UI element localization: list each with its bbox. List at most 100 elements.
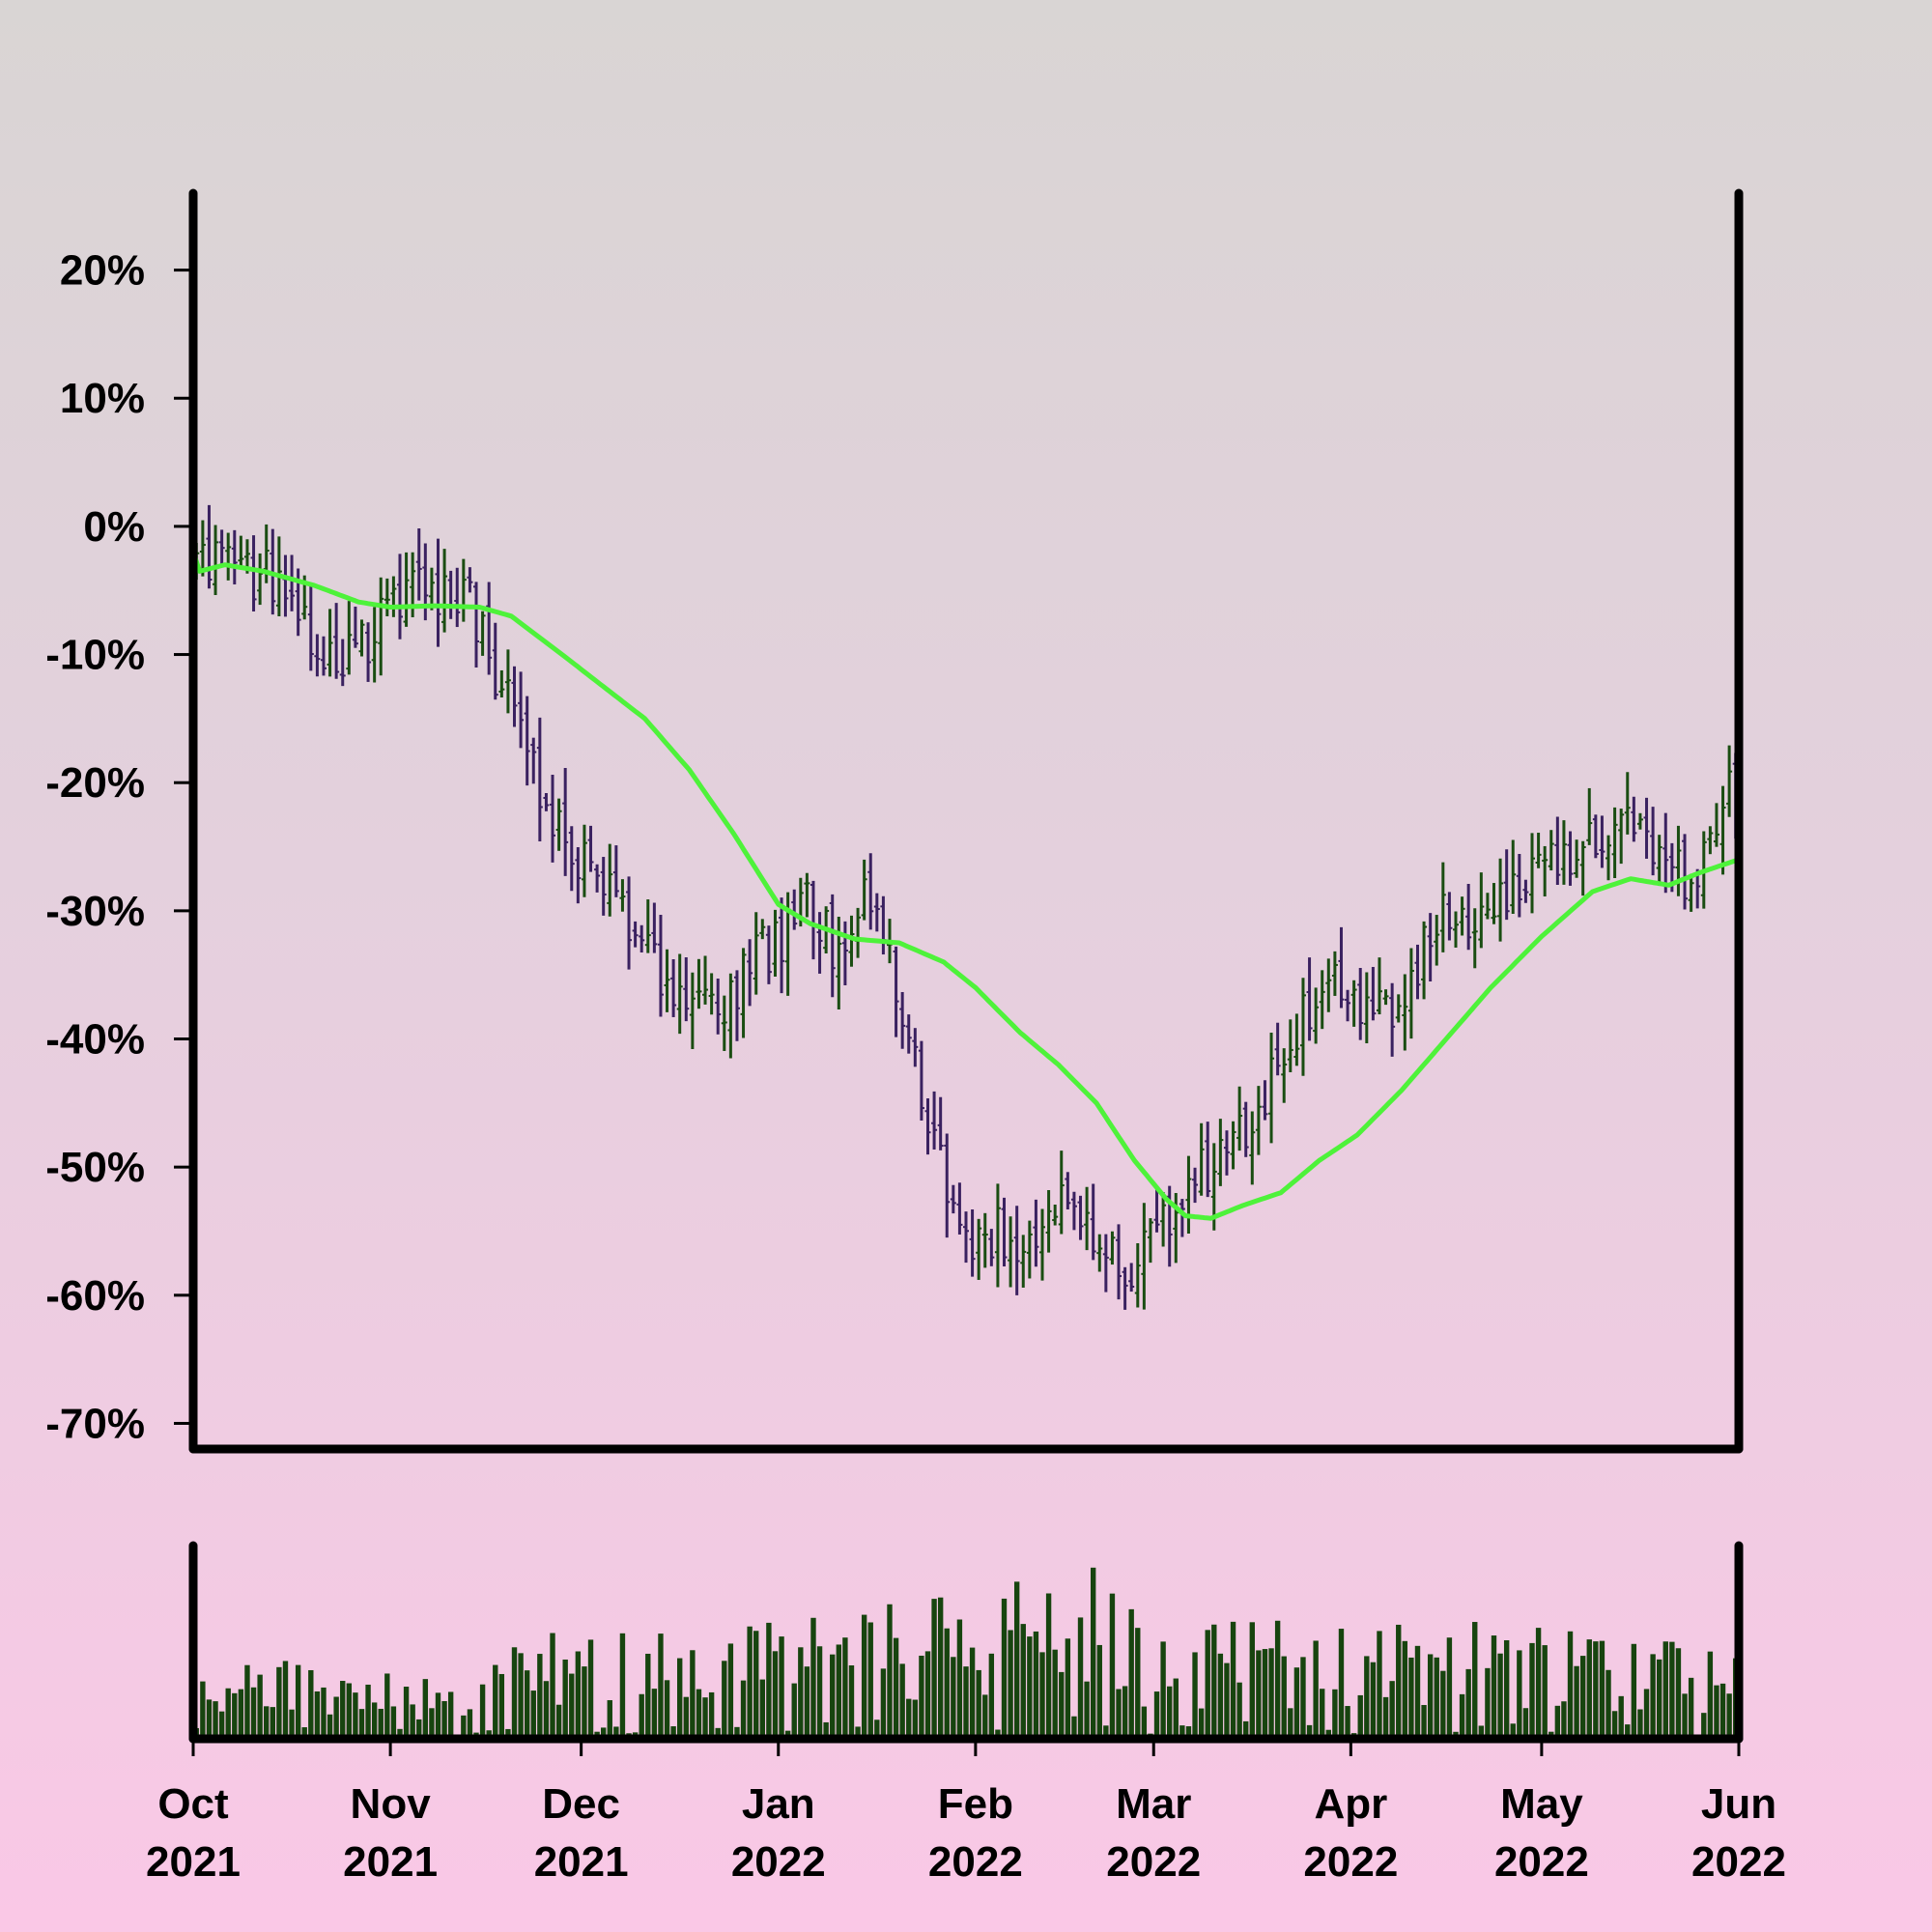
ohlc-bar: [753, 912, 759, 995]
volume-bar: [715, 1727, 721, 1739]
ohlc-bar: [333, 603, 340, 679]
ohlc-bar: [1045, 1190, 1052, 1253]
ohlc-bar: [1650, 807, 1657, 876]
volume-bar: [963, 1666, 969, 1739]
volume-bar: [1103, 1725, 1109, 1739]
axes: 20% 10% 0% -10% -20% -30% -40% -50% -60% -70% Oct 2…: [45, 188, 1786, 1886]
ohlc-bar: [213, 525, 219, 595]
ohlc-bar: [1675, 825, 1682, 896]
ohlc-bar: [1128, 1263, 1135, 1293]
volume-bar: [956, 1619, 963, 1739]
ohlc-bar: [1643, 797, 1650, 859]
volume-bar: [1160, 1641, 1166, 1739]
volume-bar: [1605, 1669, 1611, 1739]
ohlc-bar: [1516, 854, 1522, 918]
volume-bar: [403, 1687, 410, 1739]
volume-bar: [1084, 1681, 1090, 1739]
ohlc-bar: [238, 535, 244, 570]
volume-bar: [200, 1681, 206, 1739]
volume-bar: [1249, 1622, 1255, 1739]
x-tick-label-year: 2021: [343, 1838, 438, 1886]
ohlc-bar: [1726, 745, 1733, 817]
volume-bar: [1535, 1628, 1542, 1739]
ohlc-bar: [657, 914, 664, 1017]
volume-bar: [384, 1673, 390, 1739]
ohlc-bar: [772, 909, 779, 978]
volume-bar: [358, 1709, 365, 1739]
ohlc-bar: [1008, 1216, 1014, 1288]
ohlc-bar: [676, 953, 683, 1035]
volume-bar: [912, 1699, 919, 1739]
volume-bar: [1389, 1681, 1395, 1739]
ohlc-bar: [492, 622, 498, 700]
volume-bar: [461, 1715, 467, 1739]
ohlc-bar: [314, 634, 321, 677]
x-tick-label-month: Mar: [1116, 1780, 1191, 1828]
ohlc-bar: [912, 1028, 919, 1067]
volume-bar: [982, 1694, 988, 1739]
volume-bar: [1128, 1608, 1134, 1739]
ohlc-bar: [1013, 1206, 1020, 1295]
volume-bar: [289, 1709, 295, 1739]
ohlc-bar: [626, 876, 633, 970]
volume-bar: [696, 1689, 702, 1739]
ohlc-bar: [307, 583, 314, 671]
volume-bar: [1688, 1677, 1694, 1739]
volume-bar: [1510, 1723, 1516, 1739]
volume-bar: [340, 1681, 346, 1739]
ohlc-bar: [1020, 1235, 1027, 1288]
ohlc-bar: [804, 872, 810, 918]
ohlc-bar: [702, 955, 709, 1005]
ohlc-bar: [1631, 796, 1637, 842]
x-tick-label-year: 2022: [1494, 1838, 1589, 1886]
y-tick-label: -60%: [45, 1272, 145, 1320]
volume-bar: [1033, 1631, 1039, 1739]
ohlc-bar: [1147, 1218, 1153, 1264]
volume-bar: [740, 1680, 747, 1739]
volume-bar: [1167, 1686, 1173, 1739]
volume-bar: [1345, 1706, 1350, 1739]
y-tick-label: -20%: [45, 759, 145, 807]
ohlc-bar: [861, 859, 867, 921]
volume-bar: [798, 1647, 804, 1739]
ohlc-bar: [1707, 826, 1714, 855]
volume-bar: [1211, 1624, 1217, 1739]
ohlc-bar: [1262, 1080, 1268, 1121]
x-tick-label-month: Oct: [157, 1780, 229, 1828]
volume-bar: [1332, 1689, 1338, 1739]
ohlc-bar: [1484, 893, 1491, 920]
ohlc-bar: [467, 567, 473, 593]
ohlc-bar: [1319, 970, 1325, 1030]
volume-bar: [1675, 1648, 1682, 1739]
volume-bar: [779, 1636, 784, 1739]
ohlc-bar: [1185, 1155, 1192, 1235]
ohlc-bar: [1682, 834, 1689, 910]
ohlc-bar: [893, 946, 899, 1037]
volume-bar: [670, 1726, 676, 1739]
volume-bar: [1300, 1657, 1306, 1739]
y-tick-label: 0%: [83, 503, 145, 551]
ohlc-bar: [976, 1218, 982, 1280]
volume-bar: [734, 1726, 740, 1739]
volume-bar: [1052, 1649, 1058, 1739]
volume-bar: [1217, 1653, 1224, 1739]
volume-bar: [1256, 1650, 1262, 1739]
volume-bar: [333, 1696, 339, 1739]
ohlc-bar: [1719, 785, 1726, 875]
ohlc-bar: [848, 915, 855, 967]
ohlc-bar: [1065, 1172, 1071, 1210]
volume-bar: [1185, 1726, 1192, 1739]
ohlc-bar: [358, 619, 365, 657]
volume-bar: [816, 1646, 823, 1739]
volume-bar: [753, 1631, 759, 1739]
ohlc-bar: [1427, 913, 1434, 981]
volume-bar: [664, 1680, 670, 1739]
volume-bar: [314, 1690, 321, 1739]
volume-bar: [1497, 1653, 1503, 1739]
ohlc-bar: [231, 529, 238, 584]
ohlc-bar: [1153, 1188, 1160, 1233]
ohlc-bar: [555, 798, 562, 851]
volume-bar: [206, 1699, 213, 1739]
volume-bar: [766, 1622, 772, 1739]
